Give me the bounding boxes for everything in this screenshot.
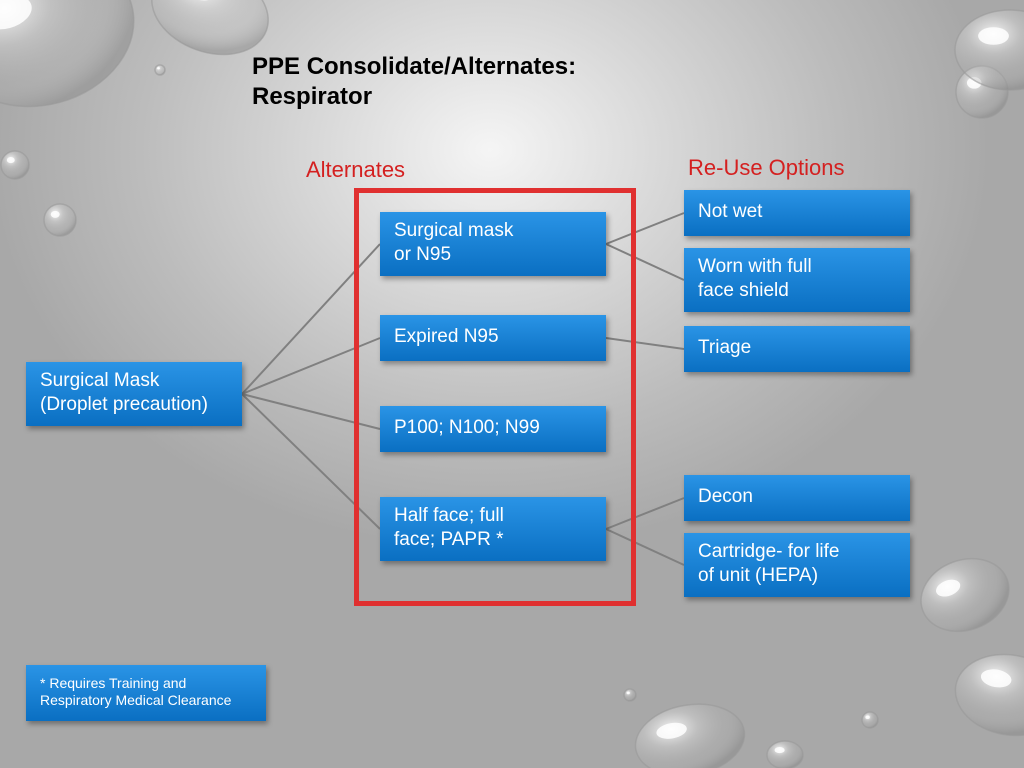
- node-reuse2-line0: Worn with full: [698, 255, 896, 279]
- node-reuse2-line1: face shield: [698, 279, 896, 303]
- node-alt1: Surgical maskor N95: [380, 212, 606, 276]
- droplet-3: [1, 151, 29, 179]
- node-reuse1-line0: Not wet: [698, 200, 896, 224]
- node-reuse1: Not wet: [684, 190, 910, 236]
- title-line2: Respirator: [252, 83, 372, 110]
- node-reuse3: Triage: [684, 326, 910, 372]
- node-footnote: * Requires Training andRespiratory Medic…: [26, 665, 266, 721]
- droplet-0: [0, 0, 151, 127]
- node-reuse5: Cartridge- for lifeof unit (HEPA): [684, 533, 910, 597]
- node-reuse4-line0: Decon: [698, 485, 896, 509]
- droplet-5: [956, 66, 1008, 118]
- node-reuse5-line1: of unit (HEPA): [698, 564, 896, 588]
- node-alt4-line0: Half face; full: [394, 504, 592, 528]
- section-label-alternates: Alternates: [306, 157, 405, 183]
- node-alt1-line0: Surgical mask: [394, 219, 592, 243]
- droplet-9: [630, 696, 750, 768]
- node-alt1-line1: or N95: [394, 243, 592, 267]
- node-root-line1: (Droplet precaution): [40, 393, 228, 417]
- droplet-12: [624, 689, 636, 701]
- title-line1: PPE Consolidate/Alternates:: [252, 53, 576, 80]
- droplet-11: [862, 712, 878, 728]
- droplet-6: [955, 10, 1024, 90]
- droplet-8: [949, 646, 1024, 744]
- node-alt4: Half face; fullface; PAPR *: [380, 497, 606, 561]
- node-reuse2: Worn with fullface shield: [684, 248, 910, 312]
- node-reuse3-line0: Triage: [698, 336, 896, 360]
- page-title: PPE Consolidate/Alternates: Respirator: [252, 52, 576, 112]
- node-alt3-line0: P100; N100; N99: [394, 416, 592, 440]
- section-label-reuse: Re-Use Options: [688, 155, 845, 181]
- node-root: Surgical Mask(Droplet precaution): [26, 362, 242, 426]
- node-reuse5-line0: Cartridge- for life: [698, 540, 896, 564]
- droplet-2: [155, 65, 165, 75]
- droplet-4: [44, 204, 76, 236]
- node-root-line0: Surgical Mask: [40, 369, 228, 393]
- node-footnote-line1: Respiratory Medical Clearance: [40, 692, 252, 710]
- node-alt4-line1: face; PAPR *: [394, 528, 592, 552]
- node-alt2: Expired N95: [380, 315, 606, 361]
- droplet-10: [767, 741, 803, 768]
- droplet-7: [911, 547, 1020, 644]
- node-reuse4: Decon: [684, 475, 910, 521]
- node-alt2-line0: Expired N95: [394, 325, 592, 349]
- node-alt3: P100; N100; N99: [380, 406, 606, 452]
- node-footnote-line0: * Requires Training and: [40, 675, 252, 693]
